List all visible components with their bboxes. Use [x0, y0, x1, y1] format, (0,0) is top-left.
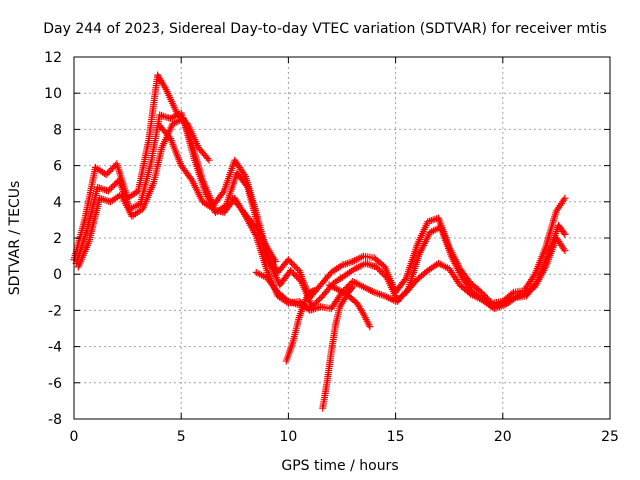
data-point [292, 263, 300, 271]
data-point [376, 290, 384, 298]
data-point [291, 262, 299, 270]
y-tick-label: 12 [44, 50, 62, 66]
data-point [313, 298, 321, 306]
data-point [314, 297, 322, 305]
data-point [288, 268, 296, 276]
y-tick-label: -4 [48, 340, 62, 356]
axis-ticks [73, 56, 611, 420]
x-axis-label: GPS time / hours [281, 458, 398, 474]
data-point [310, 286, 318, 294]
series-track-i [325, 281, 374, 331]
series-track-g [282, 286, 318, 365]
data-point [272, 258, 280, 266]
data-point [290, 299, 298, 307]
data-point [378, 269, 386, 277]
data-point [561, 194, 569, 202]
data-point [287, 267, 295, 275]
data-point [110, 181, 118, 189]
y-tick-label: 0 [53, 267, 62, 283]
data-point [104, 169, 112, 177]
data-point [242, 182, 250, 190]
grid-lines [74, 57, 610, 419]
x-tick-label: 0 [70, 429, 79, 445]
data-point [309, 287, 317, 295]
data-point [479, 290, 487, 298]
y-tick-label: -8 [48, 412, 62, 428]
data-point [286, 257, 294, 265]
data-point [205, 156, 213, 164]
data-point [165, 133, 173, 141]
series-track-d [156, 122, 569, 314]
data-point [380, 271, 388, 279]
data-point [343, 259, 351, 267]
data-point [291, 271, 299, 279]
data-point [204, 155, 212, 163]
data-point [112, 179, 120, 187]
data-point [372, 263, 380, 271]
x-tick-label: 10 [279, 429, 297, 445]
data-point [159, 112, 167, 120]
data-point [290, 270, 298, 278]
data-point [306, 305, 314, 313]
x-tick-label: 15 [387, 429, 405, 445]
data-point [284, 256, 292, 264]
data-point [110, 163, 118, 171]
data-point [102, 171, 110, 179]
x-tick-label: 20 [494, 429, 512, 445]
data-point [109, 182, 117, 190]
data-point [349, 283, 357, 291]
data-point [219, 189, 227, 197]
data-point [367, 261, 375, 269]
y-axis-label: SDTVAR / TECUs [7, 181, 23, 296]
data-point [561, 247, 569, 255]
y-tick-label: 6 [53, 159, 62, 175]
y-tick-label: 10 [44, 86, 62, 102]
data-point [105, 197, 113, 205]
data-point [296, 276, 304, 284]
y-tick-label: 2 [53, 231, 62, 247]
x-tick-labels: 0 5 10 15 20 25 [70, 429, 619, 445]
data-point [477, 288, 485, 296]
data-point [363, 260, 371, 268]
series-track-h [319, 283, 357, 412]
data-point [106, 185, 114, 193]
data-point [381, 272, 389, 280]
data-point [294, 274, 302, 282]
data-point [429, 216, 437, 224]
data-point [107, 184, 115, 192]
series-track-b [72, 109, 569, 307]
y-tick-label: -6 [48, 376, 62, 392]
data-point [161, 113, 169, 121]
series-track-e [229, 194, 280, 266]
data-point [366, 323, 374, 331]
data-point [316, 295, 324, 303]
x-tick-label: 5 [177, 429, 186, 445]
data-point [561, 230, 569, 238]
x-tick-label: 25 [601, 429, 619, 445]
data-point [374, 265, 382, 273]
data-point [377, 268, 385, 276]
data-point [365, 261, 373, 269]
data-point [108, 164, 116, 172]
data-point [107, 166, 115, 174]
chart-title: Day 244 of 2023, Sidereal Day-to-day VTE… [43, 21, 607, 37]
data-point [427, 217, 435, 225]
data-point [105, 168, 113, 176]
data-point [348, 284, 356, 292]
data-point [104, 187, 112, 195]
data-point [293, 273, 301, 281]
data-point [401, 275, 409, 283]
y-tick-label: 4 [53, 195, 62, 211]
data-point [287, 259, 295, 267]
data-point [101, 196, 109, 204]
data-point [289, 260, 297, 268]
data-point [375, 266, 383, 274]
y-tick-labels: -8 -6 -4 -2 0 2 4 6 8 10 12 [44, 50, 62, 428]
data-points [70, 71, 569, 412]
y-tick-label: -2 [48, 303, 62, 319]
data-point [99, 185, 107, 193]
data-point [560, 229, 568, 237]
y-tick-label: 8 [53, 122, 62, 138]
